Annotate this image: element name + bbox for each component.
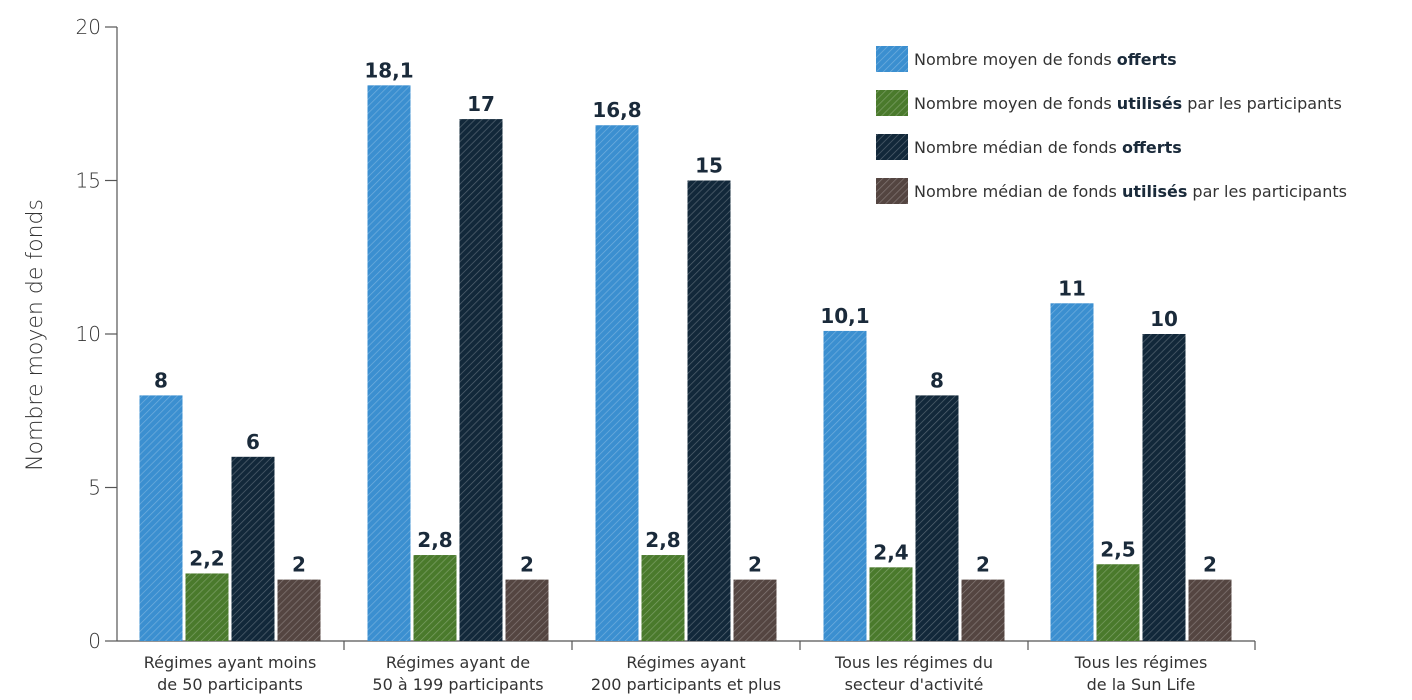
bar-hatch xyxy=(1096,564,1140,641)
legend-label: Nombre moyen de fonds utilisés par les p… xyxy=(914,94,1342,113)
bar-hatch xyxy=(595,125,639,642)
y-tick-label: 0 xyxy=(88,629,101,653)
data-label: 18,1 xyxy=(364,58,413,82)
bar-hatch xyxy=(733,579,777,641)
data-label: 2 xyxy=(748,553,762,577)
bar xyxy=(687,180,731,641)
bar-hatch xyxy=(869,567,913,641)
data-label: 6 xyxy=(246,430,260,454)
bar xyxy=(961,579,1005,641)
axes: 0 5 10 15 20 Régimes ayant moins de 50 partici… xyxy=(76,15,1256,694)
bar xyxy=(505,579,549,641)
data-label: 17 xyxy=(467,92,495,116)
bar-hatch xyxy=(231,456,275,641)
bar xyxy=(185,573,229,641)
bar-hatch xyxy=(413,555,457,641)
bar-hatch xyxy=(505,579,549,641)
data-label: 8 xyxy=(930,368,944,392)
legend-item: Nombre médian de fonds utilisés par les … xyxy=(876,178,1347,204)
bar xyxy=(1188,579,1232,641)
bar xyxy=(231,456,275,641)
bar-hatch xyxy=(185,573,229,641)
legend-item: Nombre moyen de fonds offerts xyxy=(876,46,1177,72)
bar-hatch xyxy=(1142,334,1186,641)
x-tick-label: Régimes ayant moins de 50 participants xyxy=(144,653,317,694)
bar xyxy=(915,395,959,641)
bar xyxy=(1050,303,1094,641)
data-label: 2,5 xyxy=(1100,537,1135,561)
bar-hatch xyxy=(687,180,731,641)
x-tick-label: Régimes ayant de 50 à 199 participants xyxy=(372,653,543,694)
bar xyxy=(641,555,685,641)
bar-hatch xyxy=(139,395,183,641)
bar xyxy=(277,579,321,641)
bar xyxy=(823,330,867,641)
data-label: 11 xyxy=(1058,276,1086,300)
legend-label: Nombre médian de fonds offerts xyxy=(914,138,1182,157)
bar xyxy=(733,579,777,641)
data-label: 8 xyxy=(154,368,168,392)
data-label: 2,8 xyxy=(417,528,452,552)
bar xyxy=(1096,564,1140,641)
y-tick-label: 5 xyxy=(88,476,101,500)
data-labels: 8 18,1 16,8 10,1 11 2,2 2,8 2,8 2,4 2,5 6 17 15 8 10 2 2… xyxy=(154,58,1217,576)
legend: Nombre moyen de fonds offerts Nombre moye… xyxy=(876,46,1347,204)
bar-hatch xyxy=(277,579,321,641)
bar-hatch xyxy=(961,579,1005,641)
bar-hatch xyxy=(823,330,867,641)
bar-hatch xyxy=(367,85,411,641)
x-tick-label: Tous les régimes de la Sun Life xyxy=(1074,653,1208,694)
legend-label: Nombre médian de fonds utilisés par les … xyxy=(914,182,1347,201)
y-axis-label: Nombre moyen de fonds xyxy=(23,199,48,471)
x-tick-label: Régimes ayant 200 participants et plus xyxy=(591,653,781,694)
bar xyxy=(1142,334,1186,641)
bars xyxy=(139,85,1232,642)
data-label: 2,8 xyxy=(645,528,680,552)
bar xyxy=(459,119,503,642)
bar xyxy=(367,85,411,641)
data-label: 2,2 xyxy=(189,546,224,570)
legend-item: Nombre moyen de fonds utilisés par les p… xyxy=(876,90,1342,116)
data-label: 2 xyxy=(520,553,534,577)
bar-hatch xyxy=(1050,303,1094,641)
bar-hatch xyxy=(915,395,959,641)
data-label: 2 xyxy=(976,553,990,577)
data-label: 10 xyxy=(1150,307,1178,331)
data-label: 10,1 xyxy=(820,304,869,328)
bar xyxy=(139,395,183,641)
y-tick-label: 20 xyxy=(76,15,101,39)
y-tick-label: 10 xyxy=(76,322,101,346)
data-label: 2 xyxy=(1203,553,1217,577)
bar-hatch xyxy=(459,119,503,642)
bar xyxy=(869,567,913,641)
bar-hatch xyxy=(1188,579,1232,641)
data-label: 15 xyxy=(695,154,723,178)
legend-item: Nombre médian de fonds offerts xyxy=(876,134,1182,160)
y-tick-label: 15 xyxy=(76,169,101,193)
data-label: 2 xyxy=(292,553,306,577)
legend-label: Nombre moyen de fonds offerts xyxy=(914,50,1177,69)
x-tick-label: Tous les régimes du secteur d'activité xyxy=(834,653,993,694)
bar xyxy=(595,125,639,642)
bar-hatch xyxy=(641,555,685,641)
data-label: 16,8 xyxy=(592,98,641,122)
bar xyxy=(413,555,457,641)
data-label: 2,4 xyxy=(873,540,908,564)
